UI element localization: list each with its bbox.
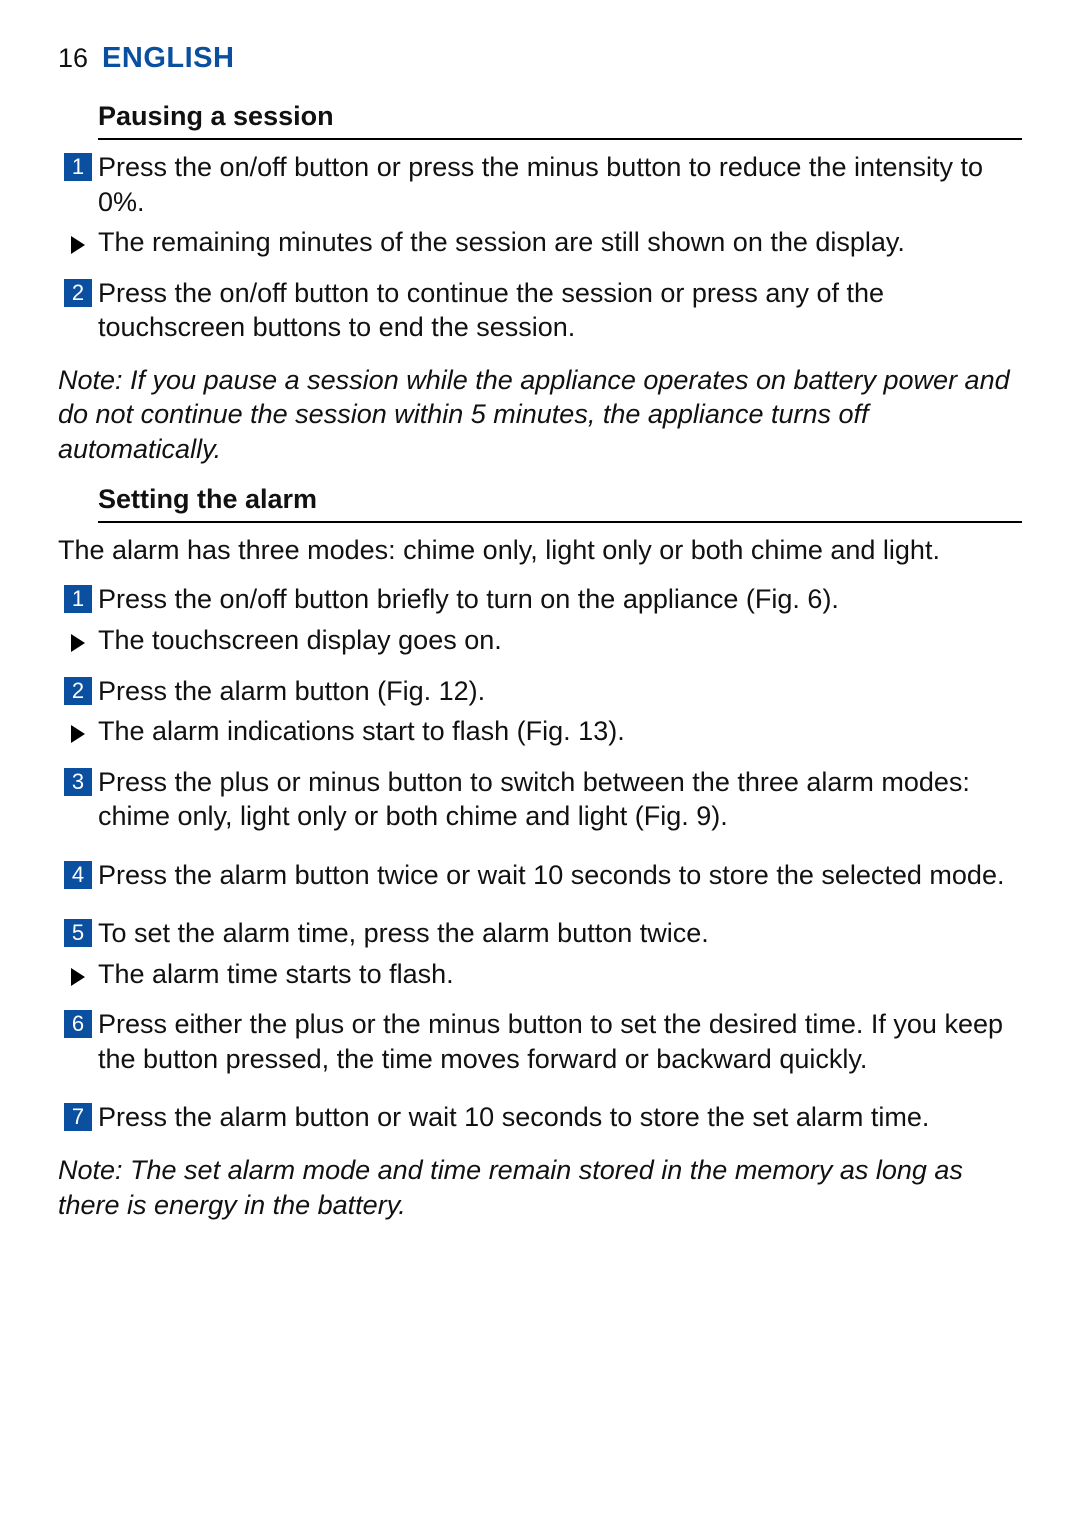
step-row: 5 To set the alarm time, press the alarm… <box>58 916 1022 951</box>
bullet-text: The remaining minutes of the session are… <box>98 225 1022 260</box>
step-number-box: 2 <box>64 677 92 705</box>
bullet-row: The remaining minutes of the session are… <box>58 225 1022 260</box>
page-header: 16 ENGLISH <box>58 42 1022 75</box>
step-text: Press the alarm button twice or wait 10 … <box>98 858 1022 893</box>
step-number-box: 5 <box>64 919 92 947</box>
note-text: Note: The set alarm mode and time remain… <box>58 1153 1022 1222</box>
step-text: Press either the plus or the minus butto… <box>98 1007 1022 1076</box>
bullet-row: The alarm time starts to flash. <box>58 957 1022 992</box>
step-number-marker: 5 <box>58 916 98 947</box>
manual-page: 16 ENGLISH Pausing a session 1 Press the… <box>0 0 1080 1222</box>
triangle-icon <box>71 968 85 986</box>
step-number-marker: 2 <box>58 674 98 705</box>
step-number-marker: 7 <box>58 1100 98 1131</box>
step-number-box: 1 <box>64 585 92 613</box>
step-number-marker: 6 <box>58 1007 98 1038</box>
step-row: 4 Press the alarm button twice or wait 1… <box>58 858 1022 893</box>
step-row: 6 Press either the plus or the minus but… <box>58 1007 1022 1076</box>
step-row: 2 Press the alarm button (Fig. 12). <box>58 674 1022 709</box>
step-row: 1 Press the on/off button or press the m… <box>58 150 1022 219</box>
step-text: Press the on/off button to continue the … <box>98 276 1022 345</box>
step-row: 2 Press the on/off button to continue th… <box>58 276 1022 345</box>
bullet-text: The alarm time starts to flash. <box>98 957 1022 992</box>
step-number-box: 3 <box>64 768 92 796</box>
step-number-box: 2 <box>64 279 92 307</box>
step-text: To set the alarm time, press the alarm b… <box>98 916 1022 951</box>
bullet-marker <box>58 623 98 652</box>
step-text: Press the plus or minus button to switch… <box>98 765 1022 834</box>
step-number-box: 6 <box>64 1010 92 1038</box>
step-number-marker: 1 <box>58 150 98 181</box>
step-number-marker: 3 <box>58 765 98 796</box>
step-text: Press the on/off button briefly to turn … <box>98 582 1022 617</box>
bullet-row: The alarm indications start to flash (Fi… <box>58 714 1022 749</box>
step-row: 3 Press the plus or minus button to swit… <box>58 765 1022 834</box>
bullet-row: The touchscreen display goes on. <box>58 623 1022 658</box>
step-number-box: 4 <box>64 861 92 889</box>
step-row: 7 Press the alarm button or wait 10 seco… <box>58 1100 1022 1135</box>
section-title-pausing: Pausing a session <box>98 101 1022 140</box>
bullet-marker <box>58 225 98 254</box>
bullet-text: The touchscreen display goes on. <box>98 623 1022 658</box>
section-title-alarm: Setting the alarm <box>98 484 1022 523</box>
page-number: 16 <box>58 43 88 74</box>
triangle-icon <box>71 236 85 254</box>
note-text: Note: If you pause a session while the a… <box>58 363 1022 467</box>
step-text: Press the on/off button or press the min… <box>98 150 1022 219</box>
step-number-box: 7 <box>64 1103 92 1131</box>
step-text: Press the alarm button or wait 10 second… <box>98 1100 1022 1135</box>
bullet-marker <box>58 957 98 986</box>
bullet-text: The alarm indications start to flash (Fi… <box>98 714 1022 749</box>
step-row: 1 Press the on/off button briefly to tur… <box>58 582 1022 617</box>
triangle-icon <box>71 634 85 652</box>
step-number-box: 1 <box>64 153 92 181</box>
step-number-marker: 1 <box>58 582 98 613</box>
step-number-marker: 4 <box>58 858 98 889</box>
bullet-marker <box>58 714 98 743</box>
step-number-marker: 2 <box>58 276 98 307</box>
step-text: Press the alarm button (Fig. 12). <box>98 674 1022 709</box>
language-label: ENGLISH <box>102 42 234 75</box>
triangle-icon <box>71 725 85 743</box>
section-intro: The alarm has three modes: chime only, l… <box>58 533 1022 568</box>
